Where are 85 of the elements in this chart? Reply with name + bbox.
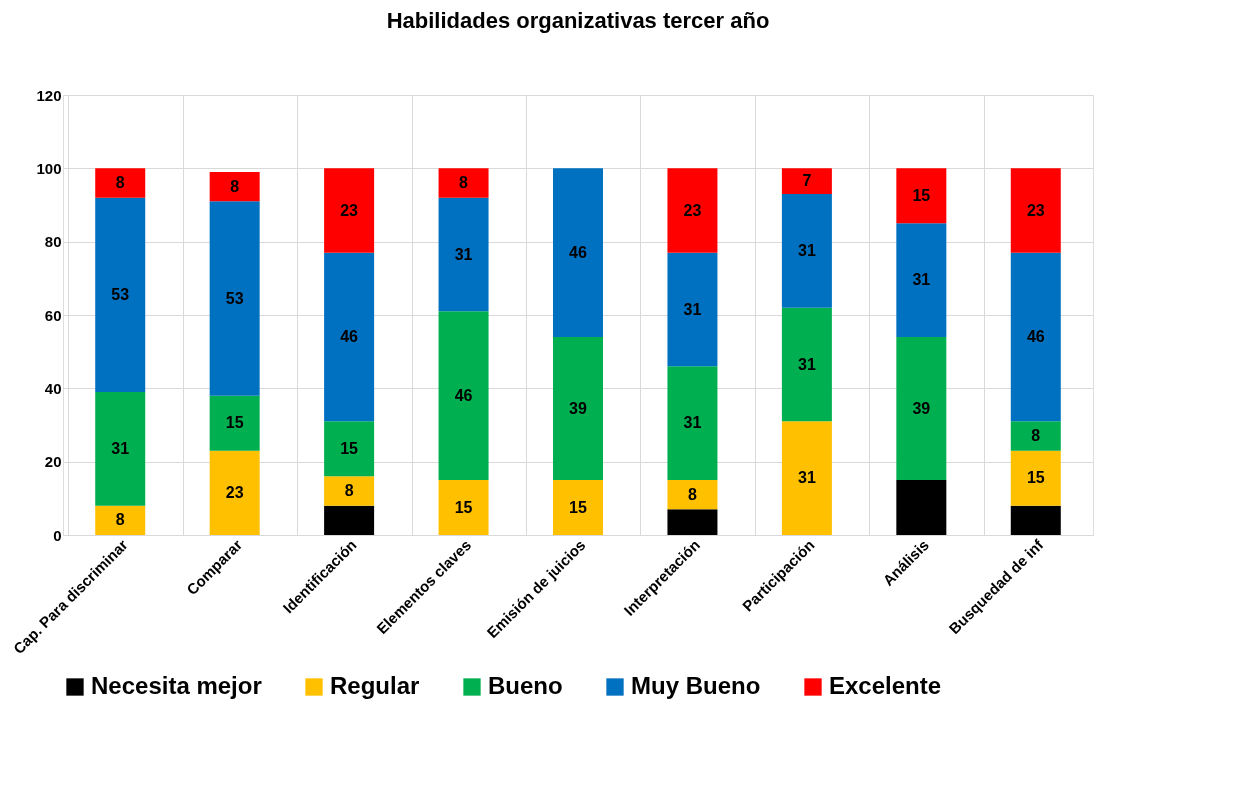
data-label: 7: [802, 172, 812, 190]
bar: [324, 252, 375, 422]
bar: [667, 366, 718, 480]
data-label: 31: [797, 469, 816, 487]
bar: [209, 395, 260, 451]
data-label: 8: [344, 482, 354, 499]
y-tick-label: 120: [36, 86, 62, 104]
data-label: 39: [912, 399, 931, 417]
data-label: 46: [1026, 328, 1045, 345]
legend-label: Necesita mejor: [91, 672, 262, 699]
data-label: 46: [340, 328, 359, 345]
bar: [781, 421, 832, 535]
data-label: 8: [115, 511, 125, 529]
bar: [896, 168, 947, 224]
y-tick-label: 80: [44, 233, 62, 251]
data-label: 31: [683, 300, 702, 318]
data-label: 23: [225, 483, 244, 501]
bar: [1010, 421, 1061, 451]
bar: [1010, 252, 1061, 422]
bar: [896, 337, 947, 480]
data-label: 15: [340, 439, 359, 457]
legend-label: Bueno: [488, 672, 563, 699]
data-label: 23: [1026, 201, 1045, 219]
bar: [95, 392, 146, 506]
bar: [324, 476, 375, 506]
data-label: 46: [569, 243, 587, 261]
bar: [781, 307, 832, 422]
bar: [1010, 450, 1061, 506]
data-label: 31: [912, 271, 931, 289]
data-label: 46: [454, 386, 473, 404]
data-label: 15: [225, 414, 244, 432]
bar: [781, 194, 832, 308]
data-label: 31: [111, 439, 130, 457]
bar: [553, 168, 603, 337]
data-label: 53: [111, 285, 130, 303]
data-label: 23: [340, 201, 359, 219]
data-label: 23: [683, 201, 702, 219]
bar: [209, 201, 260, 396]
chart-title: Habilidades organizativas tercer año: [386, 8, 770, 33]
bar: [553, 337, 603, 480]
data-label: 15: [1026, 469, 1045, 487]
data-label: 15: [454, 498, 473, 516]
bar: [1010, 505, 1061, 535]
bar: [1010, 168, 1061, 253]
bar: [324, 168, 375, 253]
bar: [324, 421, 375, 477]
bar: [95, 197, 146, 392]
bar: [438, 311, 489, 480]
bar: [209, 450, 260, 535]
bar: [324, 505, 375, 535]
y-tick-label: 0: [53, 526, 62, 544]
y-tick-label: 40: [44, 379, 62, 397]
y-tick-label: 100: [36, 159, 62, 177]
bar: [95, 505, 146, 535]
bar: [209, 172, 260, 202]
data-label: 31: [683, 414, 702, 432]
data-label: 8: [1031, 427, 1041, 444]
legend-label: Regular: [330, 672, 420, 699]
legend-label: Excelente: [829, 672, 942, 699]
bar: [667, 252, 718, 367]
y-tick-label: 20: [44, 453, 62, 471]
data-label: 39: [569, 399, 587, 417]
data-label: 31: [797, 355, 816, 373]
bar: [781, 168, 832, 194]
data-label: 31: [454, 245, 473, 263]
bar: [553, 480, 603, 535]
data-label: 53: [225, 289, 244, 307]
bar: [438, 168, 489, 198]
bar: [896, 223, 947, 337]
bar: [438, 480, 489, 535]
data-label: 8: [230, 177, 240, 195]
data-label: 15: [912, 186, 931, 204]
bar: [95, 168, 146, 198]
y-tick-label: 60: [44, 306, 62, 324]
data-label: 31: [797, 241, 816, 259]
bar: [667, 509, 718, 535]
data-label: 8: [459, 174, 469, 191]
data-label: 15: [569, 498, 587, 516]
bar: [896, 480, 947, 535]
bar: [667, 168, 718, 253]
bar: [667, 480, 718, 510]
data-label: 8: [115, 174, 125, 191]
bar: [438, 197, 489, 312]
data-label: 8: [687, 485, 697, 503]
legend-label: Muy Bueno: [631, 672, 761, 699]
